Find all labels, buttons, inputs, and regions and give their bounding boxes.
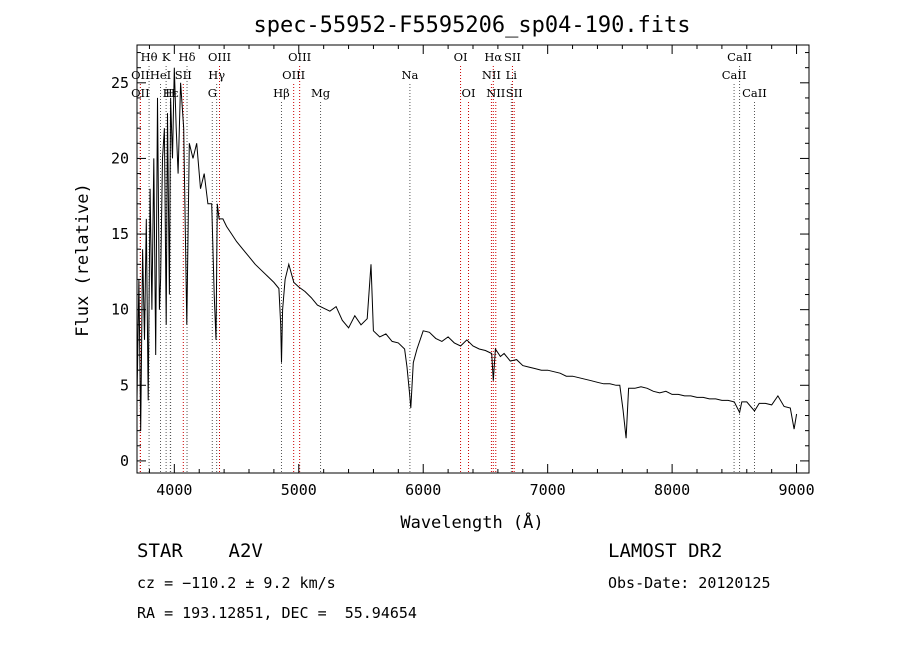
line-label-9: OII (131, 68, 150, 82)
plot-frame (136, 44, 810, 474)
redshift-text: cz = −110.2 ± 9.2 km/s (137, 574, 336, 592)
line-label-16: Li (506, 68, 518, 82)
y-axis-label: Flux (relative) (73, 183, 93, 337)
y-tick-label-0: 0 (120, 452, 129, 470)
line-label-6: Hα (484, 50, 502, 64)
line-label-14: Na (401, 68, 418, 82)
line-label-13: OIII (282, 68, 305, 82)
line-label-23: Mg (311, 86, 331, 100)
spectrum-line (136, 67, 798, 439)
line-label-8: CaII (727, 50, 752, 64)
line-label-11: SII (175, 68, 192, 82)
line-label-3: OIII (208, 50, 231, 64)
line-label-20: H (165, 86, 175, 100)
y-axis-ticks: 0 5 10 15 20 25 (111, 52, 809, 470)
object-class: STAR A2V (137, 540, 263, 562)
subclass-label: A2V (228, 540, 263, 562)
line-label-12: Hγ (208, 68, 225, 82)
line-label-22: Hβ (273, 86, 290, 100)
line-label-4: OIII (288, 50, 311, 64)
line-label-0: Hθ (141, 50, 158, 64)
line-label-18: OII (131, 86, 150, 100)
line-label-24: OI (462, 86, 476, 100)
coordinates-text: RA = 193.12851, DEC = 55.94654 (137, 604, 417, 622)
spectral-line-markers (139, 66, 755, 473)
line-label-21: G (208, 86, 217, 100)
line-label-25: NII (486, 86, 505, 100)
x-tick-label-2: 6000 (405, 481, 441, 499)
line-label-27: CaII (742, 86, 767, 100)
x-tick-label-4: 8000 (654, 481, 690, 499)
x-tick-label-0: 4000 (156, 481, 192, 499)
x-axis-ticks: 4000 5000 6000 7000 8000 9000 (148, 45, 815, 499)
survey-label: LAMOST DR2 (608, 540, 723, 562)
x-tick-label-3: 7000 (530, 481, 566, 499)
y-tick-label-3: 15 (111, 225, 129, 243)
y-tick-label-5: 25 (111, 74, 129, 92)
line-label-26: SII (506, 86, 523, 100)
line-label-17: CaII (722, 68, 747, 82)
chart-title: spec-55952-F5595206_sp04-190.fits (253, 13, 690, 38)
line-label-15: NII (482, 68, 501, 82)
class-label: STAR (137, 540, 183, 562)
obs-date-text: Obs-Date: 20120125 (608, 574, 771, 592)
x-tick-label-5: 9000 (778, 481, 814, 499)
line-label-5: OI (454, 50, 468, 64)
x-axis-label: Wavelength (Å) (400, 511, 543, 533)
line-label-7: SII (504, 50, 521, 64)
line-label-2: Hδ (179, 50, 196, 64)
y-tick-label-1: 5 (120, 376, 129, 394)
line-label-1: K (162, 50, 171, 64)
y-tick-label-2: 10 (111, 301, 129, 319)
x-tick-label-1: 5000 (281, 481, 317, 499)
y-tick-label-4: 20 (111, 149, 129, 167)
line-label-10: HeI (150, 68, 171, 82)
